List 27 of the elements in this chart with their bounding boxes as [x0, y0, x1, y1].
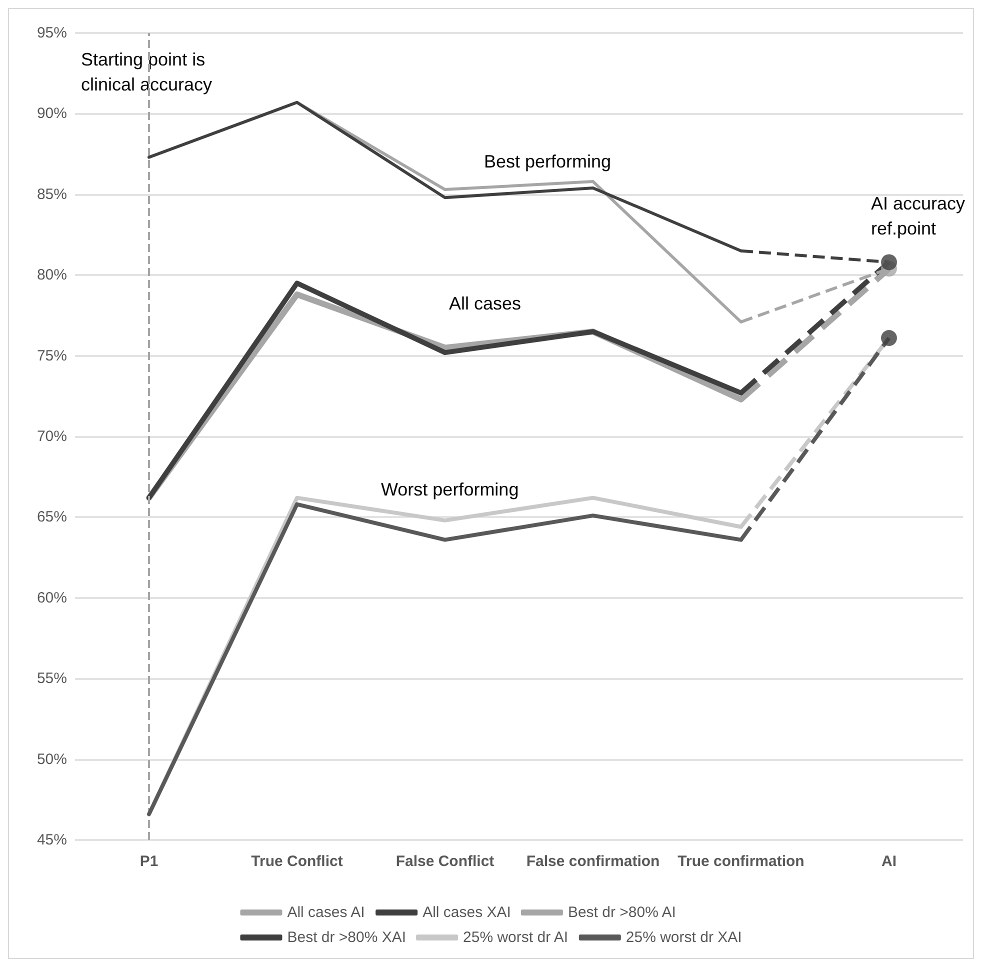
y-tick-label: 75% — [36, 347, 67, 364]
annotation: AI accuracy ref.point — [871, 194, 970, 238]
annotation: All cases — [449, 294, 522, 314]
y-tick-label: 65% — [36, 508, 67, 526]
legend-label: Best dr >80% XAI — [287, 929, 406, 946]
y-tick-label: 60% — [36, 589, 67, 606]
y-tick-label: 80% — [36, 266, 67, 284]
y-tick-label: 90% — [36, 105, 67, 122]
x-tick-label: False Conflict — [396, 853, 494, 870]
x-tick-label: AI — [882, 853, 896, 870]
legend-label: All cases XAI — [422, 904, 511, 921]
y-tick-label: 45% — [36, 832, 67, 848]
y-tick-label: 70% — [36, 428, 67, 445]
annotation: Best performing — [484, 152, 612, 172]
x-tick-label: True Conflict — [251, 853, 343, 870]
y-tick-label: 95% — [36, 24, 67, 42]
y-tick-label: 85% — [36, 186, 67, 203]
y-tick-label: 55% — [36, 670, 67, 688]
x-tick-label: False confirmation — [526, 853, 660, 870]
legend-label: 25% worst dr AI — [463, 929, 568, 946]
legend-label: 25% worst dr XAI — [626, 929, 742, 946]
annotation: Worst performing — [381, 480, 519, 500]
legend-label: Best dr >80% AI — [568, 904, 676, 921]
x-tick-label: True confirmation — [678, 853, 804, 870]
legend-label: All cases AI — [287, 904, 365, 921]
y-tick-label: 50% — [36, 750, 67, 768]
x-tick-label: P1 — [140, 853, 158, 870]
